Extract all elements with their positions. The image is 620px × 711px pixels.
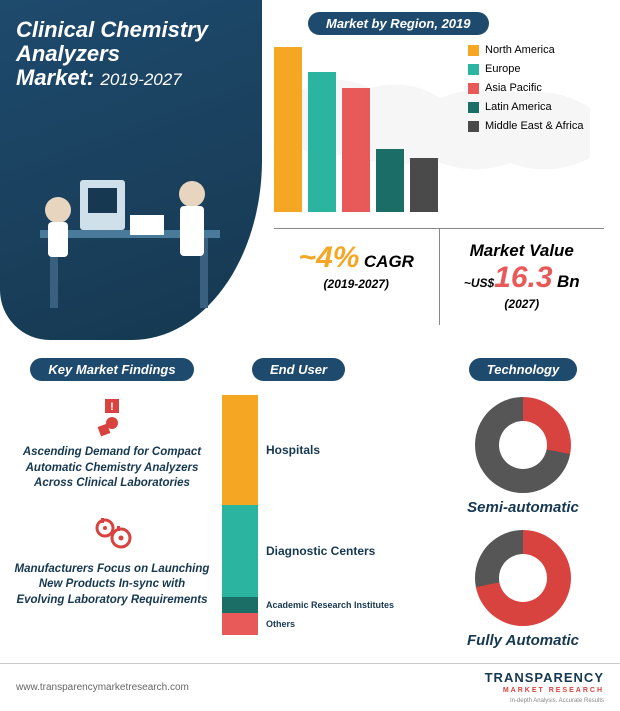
stats-row: ~4% CAGR (2019-2027) Market Value ~US$16…	[274, 228, 604, 325]
region-bar	[308, 72, 336, 212]
enduser-label: Academic Research Institutes	[266, 597, 422, 614]
enduser-pill: End User	[252, 358, 345, 381]
enduser-segment	[222, 395, 258, 505]
svg-text:!: !	[110, 401, 114, 413]
legend-label: Asia Pacific	[485, 82, 542, 94]
legend-item: Europe	[468, 63, 613, 75]
enduser-stacked-bar: HospitalsDiagnostic CentersAcademic Rese…	[222, 395, 422, 635]
region-bar-chart	[274, 42, 454, 212]
enduser-segment	[222, 613, 258, 635]
footer-url: www.transparencymarketresearch.com	[16, 682, 189, 693]
legend-label: Latin America	[485, 101, 552, 113]
enduser-segment	[222, 597, 258, 614]
tech-label: Fully Automatic	[438, 632, 608, 649]
legend-swatch	[468, 83, 479, 94]
finding-item: Manufacturers Focus on Launching New Pro…	[14, 512, 210, 609]
enduser-label: Others	[266, 613, 422, 635]
legend-label: Middle East & Africa	[485, 120, 583, 132]
enduser-label: Diagnostic Centers	[266, 505, 422, 596]
technology-section: Technology Semi-automatic Fully Automatic	[438, 358, 608, 663]
finding-icon: !	[91, 395, 133, 437]
enduser-segment	[222, 505, 258, 596]
finding-text: Ascending Demand for Compact Automatic C…	[14, 445, 210, 492]
donut-chart	[475, 530, 571, 626]
legend-label: Europe	[485, 63, 520, 75]
region-bar	[274, 47, 302, 212]
tech-item: Fully Automatic	[438, 530, 608, 649]
findings-pill: Key Market Findings	[30, 358, 193, 381]
finding-item: ! Ascending Demand for Compact Automatic …	[14, 395, 210, 492]
tech-item: Semi-automatic	[438, 397, 608, 516]
market-value-stat: Market Value ~US$16.3 Bn (2027)	[439, 229, 605, 325]
hero-title: Clinical Chemistry Analyzers Market: 201…	[16, 18, 246, 91]
region-bar	[410, 158, 438, 212]
donut-chart	[475, 397, 571, 493]
logo: TRANSPARENCY MARKET RESEARCH In-depth An…	[485, 671, 604, 705]
legend-swatch	[468, 121, 479, 132]
legend-item: Asia Pacific	[468, 82, 613, 94]
end-user-section: End User HospitalsDiagnostic CentersAcad…	[222, 358, 422, 635]
legend-label: North America	[485, 44, 555, 56]
legend-item: Latin America	[468, 101, 613, 113]
legend-swatch	[468, 102, 479, 113]
legend-swatch	[468, 45, 479, 56]
region-pill: Market by Region, 2019	[308, 12, 489, 35]
tech-label: Semi-automatic	[438, 499, 608, 516]
tech-pill: Technology	[469, 358, 577, 381]
legend-item: North America	[468, 44, 613, 56]
region-bar	[376, 149, 404, 212]
lab-illustration-icon	[20, 160, 240, 320]
finding-icon	[91, 512, 133, 554]
footer: www.transparencymarketresearch.com TRANS…	[0, 663, 620, 711]
key-findings: Key Market Findings ! Ascending Demand fo…	[14, 358, 210, 628]
region-header: Market by Region, 2019	[308, 12, 498, 35]
region-bar	[342, 88, 370, 212]
region-legend: North America Europe Asia Pacific Latin Ame…	[468, 44, 613, 139]
cagr-stat: ~4% CAGR (2019-2027)	[274, 229, 439, 325]
legend-swatch	[468, 64, 479, 75]
legend-item: Middle East & Africa	[468, 120, 613, 132]
enduser-label: Hospitals	[266, 395, 422, 505]
finding-text: Manufacturers Focus on Launching New Pro…	[14, 562, 210, 609]
hero-panel: Clinical Chemistry Analyzers Market: 201…	[0, 0, 262, 340]
